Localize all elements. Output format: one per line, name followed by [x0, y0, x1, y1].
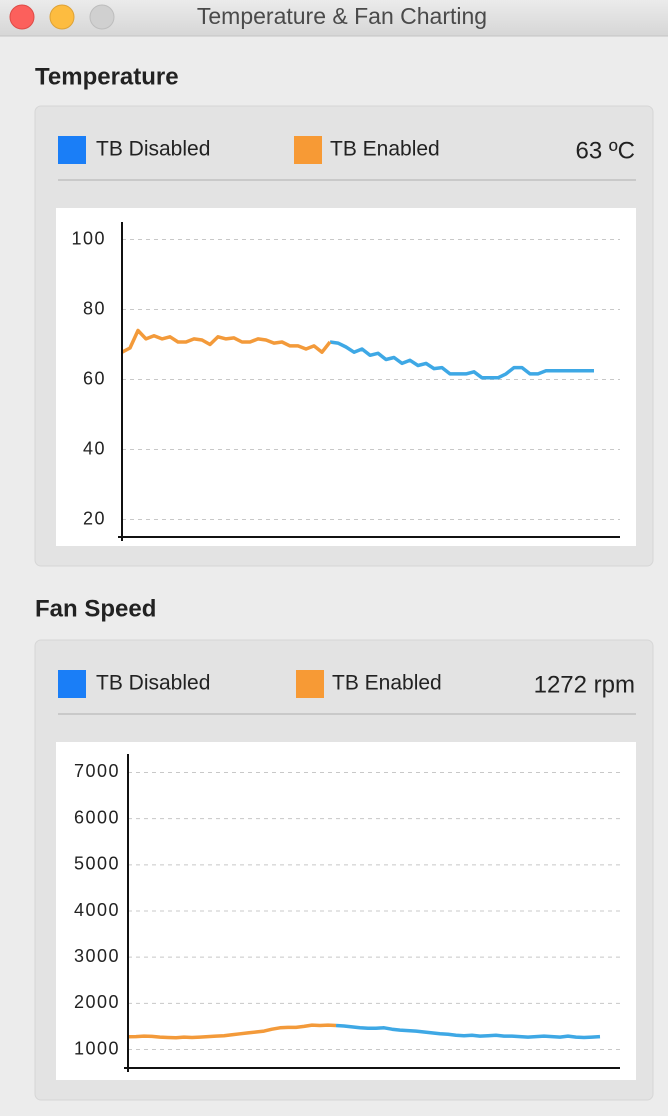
- y-tick-label: 2000: [74, 992, 120, 1012]
- series-line: [335, 1023, 601, 1040]
- legend-label: TB Disabled: [96, 138, 210, 161]
- legend-label: TB Enabled: [332, 672, 442, 695]
- y-tick-label: 80: [83, 298, 106, 318]
- zoom-button[interactable]: [89, 4, 115, 30]
- minimize-button[interactable]: [49, 4, 75, 30]
- legend-swatch: [58, 670, 86, 698]
- current-reading: 63 ºC: [576, 137, 635, 164]
- y-tick-label: 20: [83, 508, 106, 528]
- window-title: Temperature & Fan Charting: [197, 3, 487, 29]
- legend-label: TB Enabled: [330, 138, 440, 161]
- series-line: [329, 340, 594, 380]
- chart-area: [56, 208, 636, 546]
- legend-swatch: [58, 136, 86, 164]
- current-reading: 1272 rpm: [534, 671, 635, 698]
- y-tick-label: 100: [71, 228, 106, 248]
- series-line: [127, 1023, 337, 1040]
- y-tick-label: 7000: [74, 761, 120, 781]
- y-tick-label: 1000: [74, 1038, 120, 1058]
- legend-label: TB Disabled: [96, 672, 210, 695]
- y-tick-label: 3000: [74, 946, 120, 966]
- y-tick-label: 60: [83, 368, 106, 388]
- section-heading: Fan Speed: [35, 595, 156, 622]
- y-tick-label: 40: [83, 438, 106, 458]
- close-button[interactable]: [9, 4, 35, 30]
- section-heading: Temperature: [35, 63, 179, 90]
- y-tick-label: 6000: [74, 807, 120, 827]
- legend-swatch: [294, 136, 322, 164]
- series-line: [121, 328, 332, 354]
- legend-swatch: [296, 670, 324, 698]
- y-tick-label: 5000: [74, 854, 120, 874]
- y-tick-label: 4000: [74, 900, 120, 920]
